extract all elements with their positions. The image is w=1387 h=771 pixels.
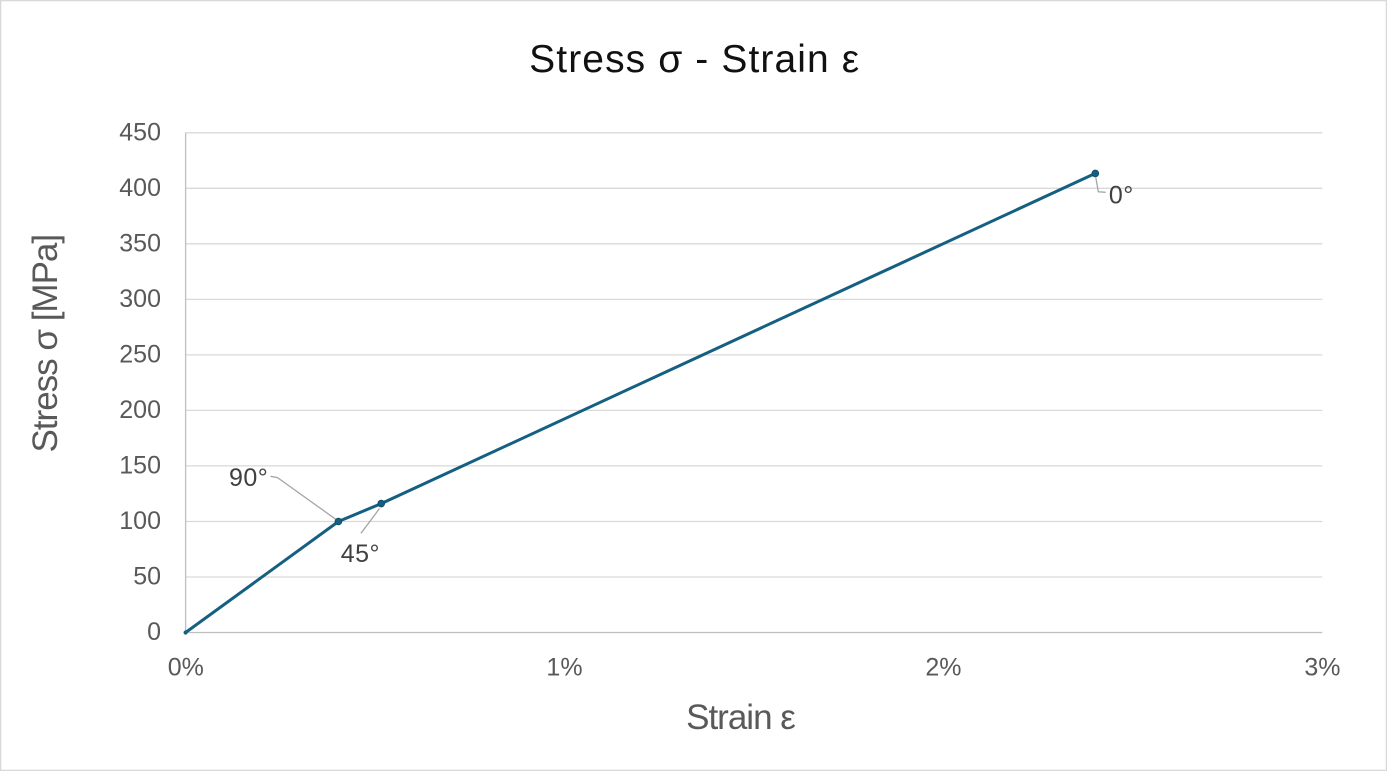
svg-text:90°: 90° xyxy=(229,464,268,492)
svg-text:Stress σ - Strain ε: Stress σ - Strain ε xyxy=(529,38,860,81)
svg-text:0%: 0% xyxy=(168,654,204,682)
svg-text:Strain ε: Strain ε xyxy=(686,698,795,737)
svg-text:45°: 45° xyxy=(341,540,380,568)
svg-text:0: 0 xyxy=(147,618,161,646)
svg-text:400: 400 xyxy=(119,174,161,202)
svg-text:200: 200 xyxy=(119,396,161,424)
svg-text:150: 150 xyxy=(119,452,161,480)
svg-text:450: 450 xyxy=(119,119,161,147)
svg-text:250: 250 xyxy=(119,341,161,369)
svg-text:50: 50 xyxy=(133,563,161,591)
svg-text:3%: 3% xyxy=(1304,654,1340,682)
svg-text:0°: 0° xyxy=(1109,181,1134,209)
svg-text:100: 100 xyxy=(119,507,161,535)
svg-text:350: 350 xyxy=(119,230,161,258)
svg-text:1%: 1% xyxy=(546,654,582,682)
svg-text:2%: 2% xyxy=(925,654,961,682)
svg-text:300: 300 xyxy=(119,285,161,313)
svg-text:Stress σ [MPa]: Stress σ [MPa] xyxy=(26,235,65,453)
